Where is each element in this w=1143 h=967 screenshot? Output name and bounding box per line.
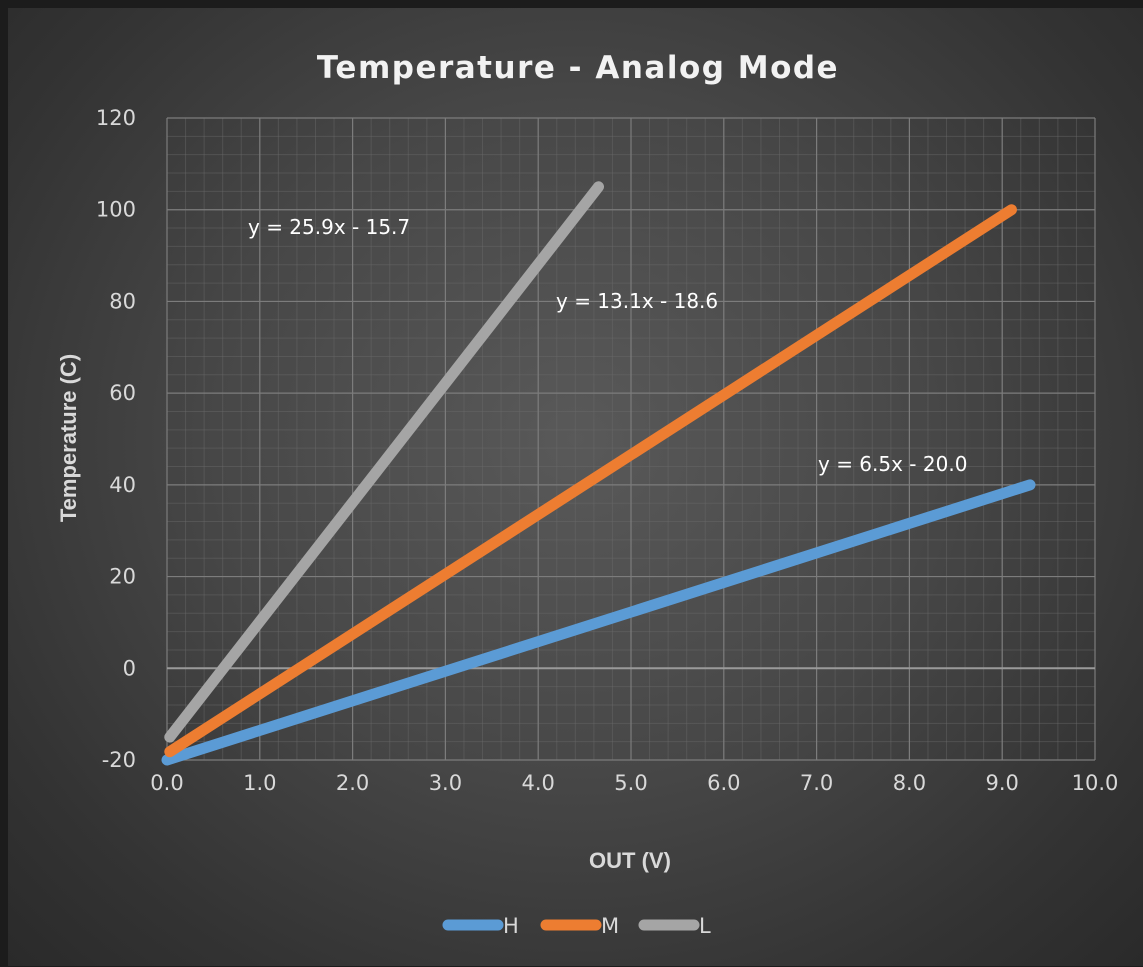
major-gridlines — [166, 117, 1096, 761]
y-tick-label: 20 — [109, 565, 136, 589]
y-axis-ticks: -20 0 20 40 60 80 100 120 — [96, 106, 136, 772]
x-tick-label: 3.0 — [429, 771, 462, 795]
chart-title: Temperature - Analog Mode — [317, 50, 839, 86]
equation-label-h: y = 6.5x - 20.0 — [818, 452, 967, 476]
y-tick-label: 100 — [96, 198, 136, 222]
legend-label-m: M — [601, 914, 619, 938]
y-tick-label: 60 — [109, 381, 136, 405]
x-axis-ticks: 0.0 1.0 2.0 3.0 4.0 5.0 6.0 7.0 8.0 9.0 10.0 — [150, 771, 1118, 795]
y-tick-label: 0 — [123, 656, 136, 680]
x-tick-label: 1.0 — [243, 771, 276, 795]
equation-label-l: y = 25.9x - 15.7 — [248, 215, 410, 239]
y-tick-label: -20 — [102, 748, 136, 772]
chart-area: 0.0 1.0 2.0 3.0 4.0 5.0 6.0 7.0 8.0 9.0 10.0 -20 0 2… — [8, 8, 1143, 966]
series-line-l — [164, 181, 605, 743]
y-axis-title: Temperature (C) — [56, 354, 81, 522]
x-tick-label: 2.0 — [336, 771, 369, 795]
x-tick-label: 10.0 — [1072, 771, 1119, 795]
x-tick-label: 0.0 — [150, 771, 183, 795]
equation-label-m: y = 13.1x - 18.6 — [556, 289, 718, 313]
y-tick-label: 120 — [96, 106, 136, 130]
x-tick-label: 9.0 — [985, 771, 1018, 795]
x-tick-label: 7.0 — [800, 771, 833, 795]
x-tick-label: 5.0 — [614, 771, 647, 795]
y-tick-label: 80 — [109, 289, 136, 313]
series-lines — [161, 181, 1036, 766]
trendline-equations: y = 6.5x - 20.0 y = 13.1x - 18.6 y = 25.9x… — [248, 215, 967, 476]
x-tick-label: 6.0 — [707, 771, 740, 795]
series-line-m — [164, 204, 1017, 758]
legend-label-h: H — [503, 914, 519, 938]
x-tick-label: 4.0 — [521, 771, 554, 795]
x-tick-label: 8.0 — [893, 771, 926, 795]
y-tick-label: 40 — [109, 473, 136, 497]
line-chart: 0.0 1.0 2.0 3.0 4.0 5.0 6.0 7.0 8.0 9.0 10.0 -20 0 2… — [56, 50, 1118, 938]
legend-label-l: L — [699, 914, 711, 938]
series-line-h — [161, 479, 1036, 766]
x-axis-title: OUT (V) — [589, 848, 671, 873]
